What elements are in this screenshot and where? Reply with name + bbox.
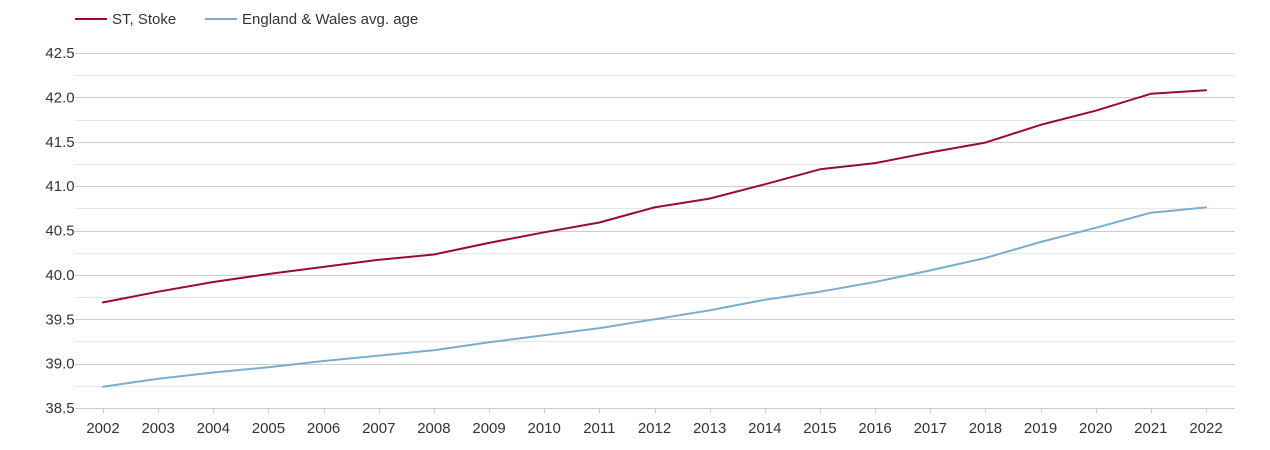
- series-lines: [102, 89, 1207, 388]
- x-tick-label: 2002: [86, 420, 119, 437]
- x-tick-label: 2014: [748, 420, 781, 437]
- legend-label: England & Wales avg. age: [242, 11, 418, 28]
- y-tick-label: 40.0: [45, 267, 74, 284]
- series-line-st-stoke: [102, 89, 1207, 304]
- legend: ST, Stoke England & Wales avg. age: [75, 11, 418, 28]
- x-tick-label: 2010: [528, 420, 561, 437]
- x-tick-label: 2012: [638, 420, 671, 437]
- gridlines: [75, 53, 1235, 409]
- x-tick-label: 2017: [914, 420, 947, 437]
- x-tick-label: 2022: [1189, 420, 1222, 437]
- x-tick-label: 2003: [141, 420, 174, 437]
- x-tick-label: 2004: [197, 420, 230, 437]
- y-tick-label: 40.5: [45, 223, 74, 240]
- x-tick-label: 2009: [472, 420, 505, 437]
- x-tick-label: 2020: [1079, 420, 1112, 437]
- x-tick-label: 2011: [583, 420, 615, 437]
- x-tick-label: 2008: [417, 420, 450, 437]
- x-tick-label: 2013: [693, 420, 726, 437]
- y-tick-label: 41.0: [45, 178, 74, 195]
- y-tick-label: 42.0: [45, 89, 74, 106]
- y-tick-label: 38.5: [45, 400, 74, 417]
- y-tick-label: 42.5: [45, 45, 74, 62]
- x-tick-label: 2015: [803, 420, 836, 437]
- legend-label: ST, Stoke: [112, 11, 176, 28]
- y-tick-label: 39.0: [45, 356, 74, 373]
- x-axis-ticks: 2002 2003 2004 2005 2006 2007 2008 2009 2010 2011…: [86, 408, 1223, 437]
- series-line-england-wales: [102, 206, 1207, 388]
- y-tick-label: 41.5: [45, 134, 74, 151]
- x-tick-label: 2005: [252, 420, 285, 437]
- x-tick-label: 2018: [969, 420, 1002, 437]
- x-tick-label: 2019: [1024, 420, 1057, 437]
- y-tick-label: 39.5: [45, 311, 74, 328]
- y-axis-ticks: 38.5 39.0 39.5 40.0 40.5 41.0 41.5 42.0 42.5: [45, 45, 74, 417]
- x-tick-label: 2021: [1134, 420, 1167, 437]
- x-tick-label: 2006: [307, 420, 340, 437]
- x-tick-label: 2007: [362, 420, 395, 437]
- x-tick-label: 2016: [858, 420, 891, 437]
